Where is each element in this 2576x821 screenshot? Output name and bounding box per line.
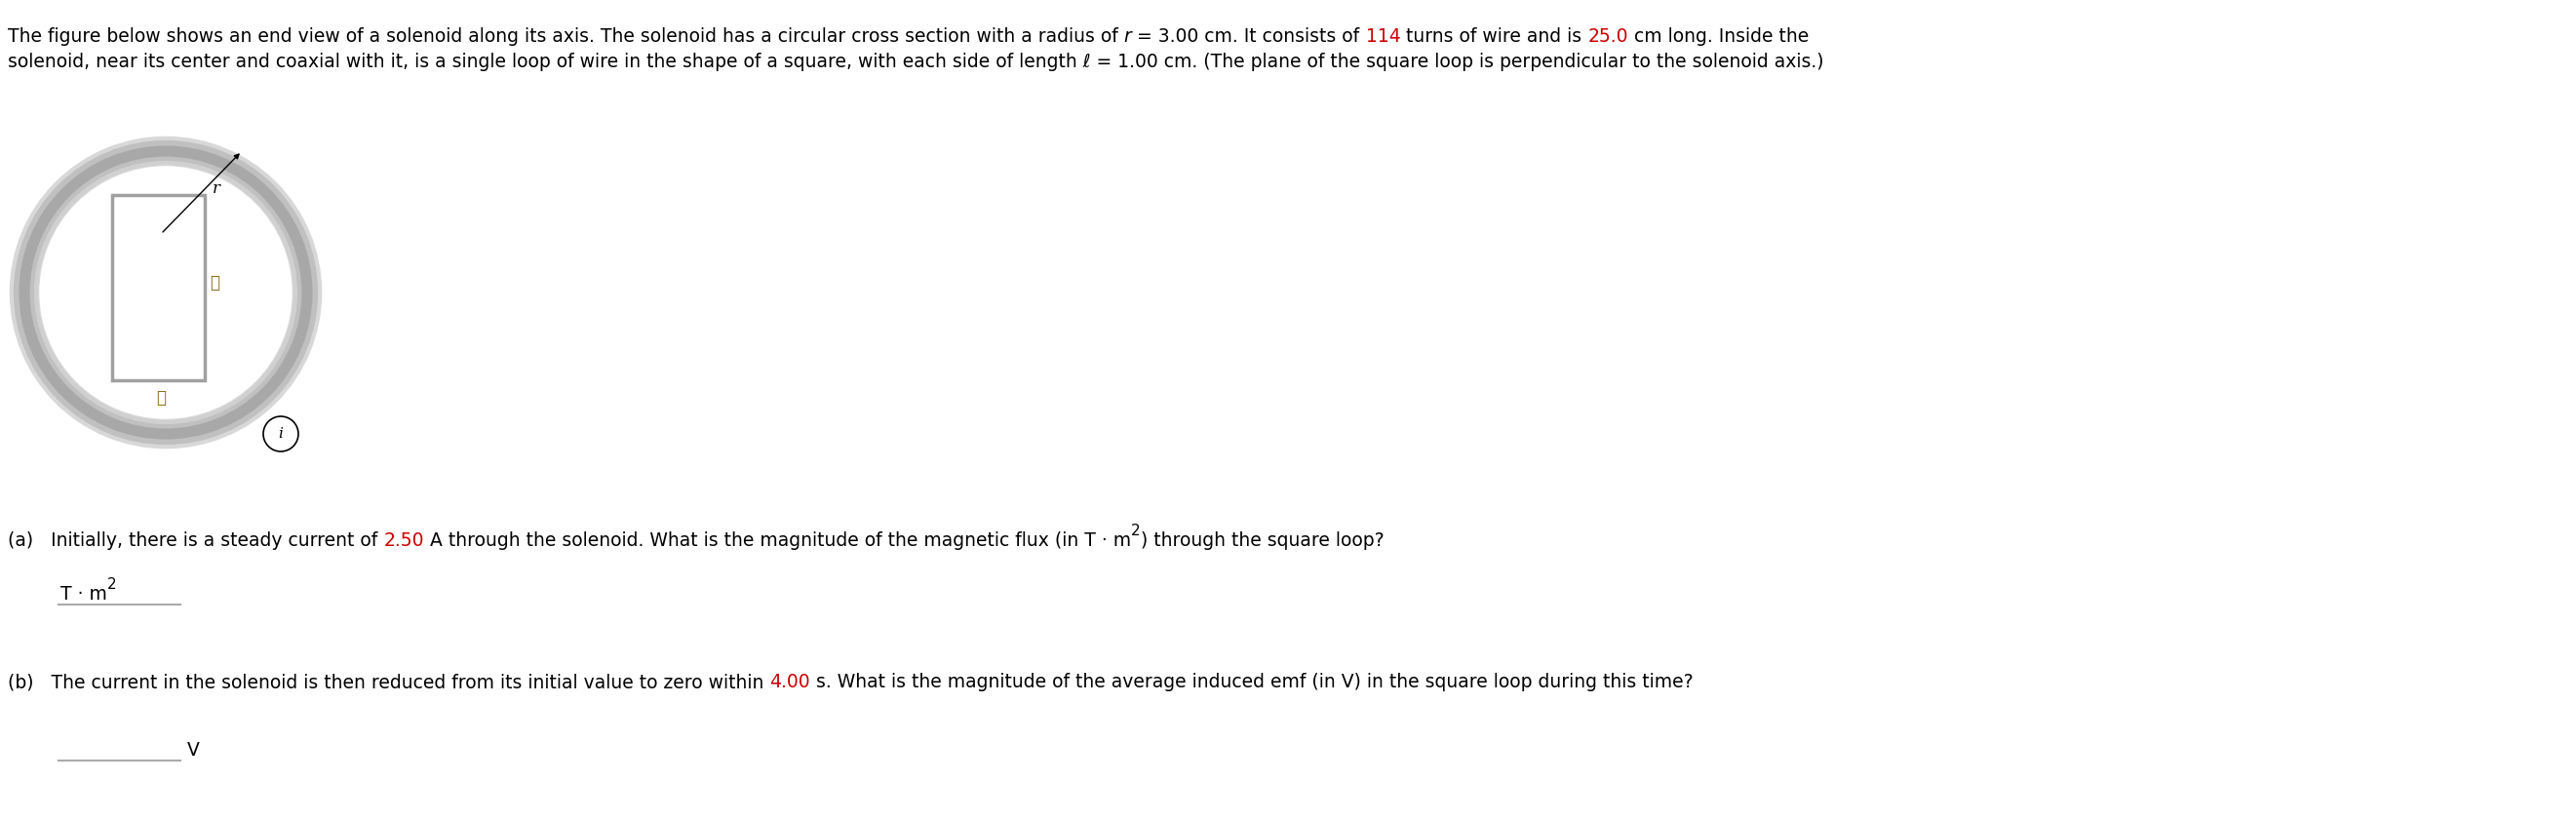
Text: 114: 114 <box>1365 27 1401 46</box>
Text: V: V <box>188 741 201 759</box>
Text: 25.0: 25.0 <box>1587 27 1628 46</box>
Text: cm long. Inside the: cm long. Inside the <box>1628 27 1808 46</box>
Text: 2: 2 <box>108 577 116 592</box>
Text: solenoid, near its center and coaxial with it, is a single loop of wire in the s: solenoid, near its center and coaxial wi… <box>8 53 1824 71</box>
Bar <box>113 195 204 380</box>
Text: r: r <box>214 181 222 197</box>
Text: (b)   The current in the solenoid is then reduced from its initial value to zero: (b) The current in the solenoid is then … <box>8 672 770 691</box>
Text: 2: 2 <box>1131 524 1141 539</box>
Text: T · m: T · m <box>59 585 108 603</box>
Text: 4.00: 4.00 <box>770 672 811 691</box>
Text: ) through the square loop?: ) through the square loop? <box>1141 531 1383 550</box>
Text: ℓ: ℓ <box>209 274 219 291</box>
Text: ℓ: ℓ <box>157 390 165 406</box>
Text: A through the solenoid. What is the magnitude of the magnetic flux (in T · m: A through the solenoid. What is the magn… <box>425 531 1131 550</box>
Text: The figure below shows an end view of a solenoid along its axis. The solenoid ha: The figure below shows an end view of a … <box>8 27 1123 46</box>
Text: 2.50: 2.50 <box>384 531 425 550</box>
Text: (a)   Initially, there is a steady current of: (a) Initially, there is a steady current… <box>8 531 384 550</box>
Text: = 3.00 cm. It consists of: = 3.00 cm. It consists of <box>1131 27 1365 46</box>
Text: r: r <box>1123 27 1131 46</box>
Text: i: i <box>278 427 283 441</box>
Text: turns of wire and is: turns of wire and is <box>1401 27 1587 46</box>
Text: s. What is the magnitude of the average induced emf (in V) in the square loop du: s. What is the magnitude of the average … <box>811 672 1692 691</box>
